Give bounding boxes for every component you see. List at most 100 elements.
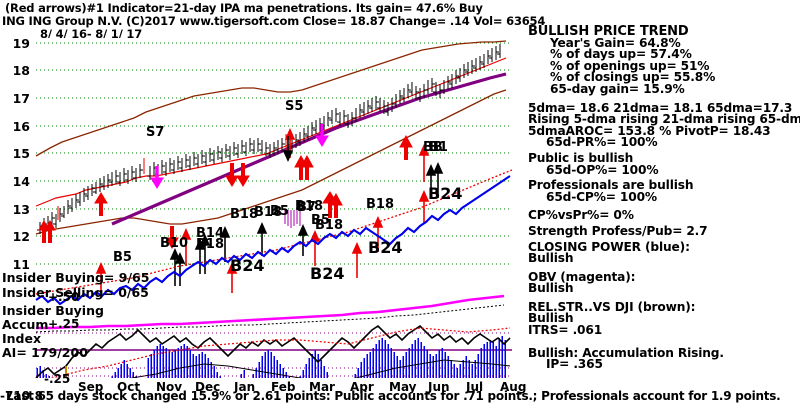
aroc-pivot: 5dmaAROC= 153.8 % PivotP= 18.43 <box>528 123 771 138</box>
price-tick-19: 19 <box>12 36 30 51</box>
signal-label-b5-b: B5 <box>270 204 289 219</box>
signal-label-b18-b: B18 <box>230 207 258 222</box>
public-sentiment: Public is bullish <box>528 150 634 165</box>
price-tick-17: 17 <box>12 91 30 106</box>
signal-label-b10: B10 <box>160 236 188 251</box>
obv-value: Bullish <box>528 281 574 296</box>
accum-ma-line <box>129 359 511 378</box>
accum-index-line <box>35 324 511 378</box>
price-gridlines <box>36 42 512 265</box>
month-jun: Jun <box>428 380 450 394</box>
accum-dotted-trend <box>49 327 511 378</box>
spacer-9 <box>528 337 800 344</box>
accum-panel-title-2: Accum <box>2 317 49 332</box>
signal-label-b5-a: B5 <box>113 250 132 265</box>
price-tick-14: 14 <box>12 174 30 189</box>
month-mar: Mar <box>309 380 335 394</box>
pct-days-up: % of days up= 57.4% <box>550 47 692 62</box>
dma-values: 5dma= 18.6 21dma= 18.1 65dma=17.3 <box>528 100 793 115</box>
signal-label-s7: S7 <box>146 125 165 140</box>
insider-buying-label: Insider Buying= 9/65 <box>2 270 150 285</box>
black-sell-arrow <box>282 136 294 162</box>
analysis-panel: BULLISH PRICE TREND Year's Gain= 64.8% %… <box>528 24 800 376</box>
magenta-hatch-cluster <box>284 210 301 228</box>
signal-label-b18-c: B18 <box>254 205 282 220</box>
month-jul: Jul <box>466 380 484 394</box>
month-may: May <box>389 380 417 394</box>
signal-label-s5: S5 <box>285 99 304 114</box>
red-buy-arrows <box>38 134 413 243</box>
month-dec: Dec <box>195 380 221 394</box>
relstr-value: Bullish <box>528 311 574 326</box>
years-gain: Year's Gain= 64.8% <box>550 35 681 50</box>
month-aug: Aug <box>500 380 527 394</box>
price-tick-16: 16 <box>12 119 30 134</box>
month-feb: Feb <box>271 380 296 394</box>
accum-axis-plus-25: +.25 <box>48 317 80 331</box>
obv-label: OBV (magenta): <box>528 269 636 284</box>
relstr-label: REL.STR..VS DJI (brown): <box>528 299 696 314</box>
signal-label-b18-f: B18 <box>366 197 394 212</box>
pct-openings-up: % of openings up= 51% <box>550 58 710 73</box>
signal-label-b1: B1 <box>429 140 448 155</box>
red-thin-arrows <box>95 128 430 293</box>
signal-label-b18-d: B18 <box>295 199 323 214</box>
signal-label-b24-d: B24 <box>428 184 463 203</box>
signal-label-b18-e: B18 <box>315 218 343 233</box>
magenta-sell-arrows <box>150 124 329 189</box>
closing-power-value: Bullish <box>528 251 574 266</box>
accum-axis-minus-25: -.25 <box>44 372 71 386</box>
chart-plot-area[interactable] <box>0 38 520 378</box>
cp-trend-dotted <box>35 169 513 295</box>
indicator-headline: (Red arrows)#1 Indicator=21-day IPA ma p… <box>5 1 483 15</box>
professionals-sentiment: Professionals are bullish <box>528 178 694 193</box>
op65-value: 65d-OP%= 100% <box>546 162 659 177</box>
upper-band-line <box>35 40 507 157</box>
dma-rising: Rising 5-dma rising 21-dma rising 65-dma <box>528 112 800 127</box>
red-sell-arrows <box>165 163 250 249</box>
ip-value: IP= .365 <box>546 357 603 372</box>
month-jan: Jan <box>234 380 256 394</box>
price-tick-11: 11 <box>12 257 30 272</box>
date-range-label: 8/ 4/ 16- 8/ 1/ 17 <box>40 27 143 41</box>
accumulation-status: Bullish: Accumulation Rising. <box>528 345 724 360</box>
insider-selling-label: Insider Selling= 0/65 <box>2 285 149 300</box>
pct-closings-up: % of closings up= 55.8% <box>550 70 716 85</box>
cp65-value: 65d-CP%= 100% <box>546 189 657 204</box>
month-oct: Oct <box>117 380 141 394</box>
footer-summary: Last 65 days stock changed 15.9% or 2.61… <box>6 389 781 403</box>
month-apr: Apr <box>350 380 374 394</box>
signal-label-bb: BB <box>423 140 443 155</box>
signal-label-b24-c: B24 <box>368 238 403 257</box>
accum-axis-plus-50: +.50 <box>48 290 80 304</box>
accum-panel-title-3: Index <box>2 331 42 346</box>
month-sep: Sep <box>78 380 104 394</box>
gain-65day: 65-day gain= 15.9% <box>550 81 685 96</box>
cp-vs-pr: CP%vsPr%= 0% <box>528 208 634 223</box>
signal-label-b24-a: B24 <box>230 256 265 275</box>
itrs-value: ITRS= .061 <box>528 323 603 338</box>
left-edge-value: -710.8 <box>0 389 43 403</box>
price-tick-12: 12 <box>12 229 30 244</box>
month-nov: Nov <box>156 380 183 394</box>
pr65-value: 65d-PR%= 100% <box>546 135 658 150</box>
chart-canvas[interactable] <box>0 38 520 378</box>
price-bars <box>37 44 501 234</box>
accum-panel-title-1: Insider Buying <box>2 303 104 318</box>
closing-power-line <box>35 175 511 306</box>
signal-label-b14: B14 <box>196 226 224 241</box>
ai-value-label: AI= 179/200 <box>2 345 88 360</box>
signal-label-b18-a: B18 <box>196 237 224 252</box>
closing-power-label: CLOSING POWER (blue): <box>528 239 690 254</box>
signal-label-b5-c: B5 <box>311 213 330 228</box>
black-up-arrows <box>169 162 444 286</box>
price-tick-15: 15 <box>12 146 30 161</box>
obv-line <box>36 294 505 330</box>
price-tick-13: 13 <box>12 202 30 217</box>
strength-ratio: Strength Profess/Pub= 2.7 <box>528 223 708 238</box>
price-tick-18: 18 <box>12 63 30 78</box>
signal-label-b7: B7 <box>297 200 316 215</box>
panel-title: BULLISH PRICE TREND <box>528 24 689 39</box>
ticker-info-line: ING ING Group N.V. (C)2017 www.tigersoft… <box>2 14 546 28</box>
